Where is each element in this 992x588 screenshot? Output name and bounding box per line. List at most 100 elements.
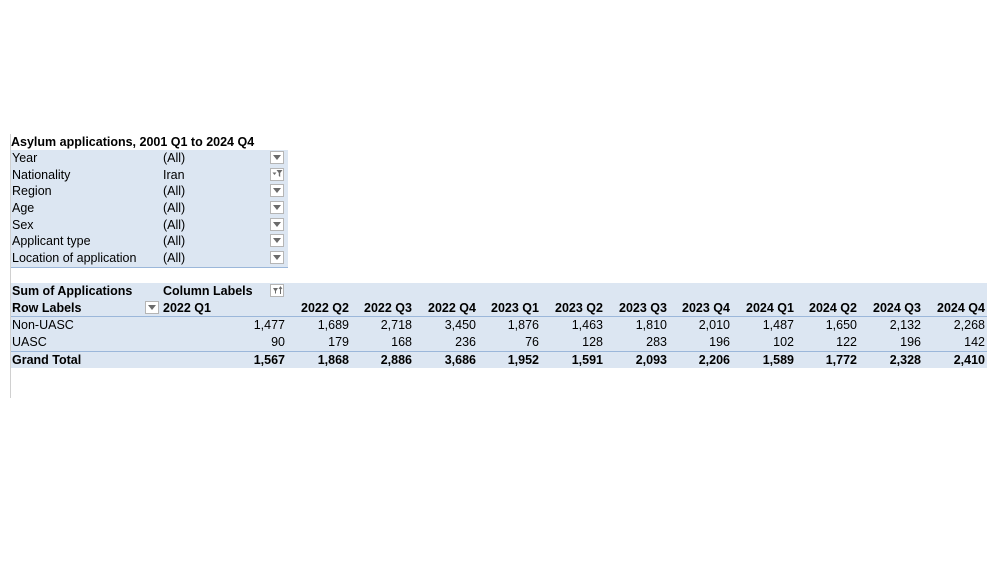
- filter-field-label: Nationality: [12, 167, 71, 182]
- grand-total-row: Grand Total 1,567 1,868 2,886 3,686 1,952 1,59…: [11, 350, 987, 369]
- value-cell: 1,952: [507, 352, 539, 367]
- value-cell: 2,093: [635, 352, 667, 367]
- value-cell: 2,010: [698, 318, 730, 333]
- value-cell: 196: [900, 335, 921, 350]
- filter-dropdown-button[interactable]: [270, 251, 284, 265]
- filter-row: Sex (All): [11, 216, 288, 234]
- filter-dropdown-button[interactable]: [270, 184, 284, 198]
- filter-field-value: (All): [163, 201, 186, 216]
- value-cell: 2,886: [380, 352, 412, 367]
- value-cell: 76: [525, 335, 539, 350]
- column-header: 2024 Q3: [873, 300, 921, 315]
- value-cell: 3,450: [444, 318, 476, 333]
- value-cell: 1,876: [507, 318, 539, 333]
- column-header: 2023 Q3: [619, 300, 667, 315]
- sort-filter-icon: [272, 285, 282, 294]
- value-cell: 1,567: [253, 352, 285, 367]
- value-cell: 1,589: [762, 352, 794, 367]
- filter-field-label: Region: [12, 184, 52, 199]
- value-cell: 283: [646, 335, 667, 350]
- column-header: 2022 Q3: [364, 300, 412, 315]
- value-cell: 128: [582, 335, 603, 350]
- column-header: 2023 Q2: [555, 300, 603, 315]
- column-header: 2022 Q4: [428, 300, 476, 315]
- value-cell: 1,772: [825, 352, 857, 367]
- column-header: 2024 Q2: [809, 300, 857, 315]
- filter-row: Nationality Iran: [11, 166, 288, 184]
- value-cell: 236: [455, 335, 476, 350]
- column-header: 2022 Q2: [301, 300, 349, 315]
- value-cell: 90: [271, 335, 285, 350]
- filter-field-label: Location of application: [12, 251, 137, 266]
- filter-field-label: Age: [12, 201, 35, 216]
- value-cell: 196: [709, 335, 730, 350]
- row-label: UASC: [12, 335, 47, 350]
- sheet-gridline: [10, 134, 11, 398]
- value-cell: 1,689: [317, 318, 349, 333]
- filter-row: Applicant type (All): [11, 233, 288, 251]
- value-cell: 1,810: [635, 318, 667, 333]
- filter-row: Year (All): [11, 150, 288, 167]
- table-row: Non-UASC 1,477 1,689 2,718 3,450 1,876 1,463 1,…: [11, 317, 987, 335]
- filter-field-value: (All): [163, 251, 186, 266]
- pivot-table: Sum of Applications Column Labels Row La…: [11, 283, 987, 369]
- value-cell: 1,477: [253, 318, 285, 333]
- pivot-header-row-2: Row Labels 2022 Q1 2022 Q2 2022 Q3 2022 Q4 2…: [11, 299, 987, 318]
- chevron-down-icon: [273, 205, 281, 211]
- value-cell: 168: [391, 335, 412, 350]
- filter-dropdown-button[interactable]: [270, 217, 284, 231]
- value-cell: 1,868: [317, 352, 349, 367]
- value-cell: 102: [773, 335, 794, 350]
- filter-dropdown-button[interactable]: [270, 151, 284, 164]
- value-field-label: Sum of Applications: [12, 284, 133, 298]
- report-title: Asylum applications, 2001 Q1 to 2024 Q4: [11, 135, 255, 149]
- value-cell: 3,686: [444, 352, 476, 367]
- column-header: 2023 Q4: [682, 300, 730, 315]
- value-cell: 2,328: [889, 352, 921, 367]
- filter-row: Location of application (All): [11, 250, 288, 268]
- chevron-down-icon: [273, 221, 281, 227]
- filter-row: Region (All): [11, 183, 288, 201]
- pivot-header-row-1: Sum of Applications Column Labels: [11, 283, 987, 300]
- row-labels-dropdown-button[interactable]: [145, 300, 159, 314]
- chevron-down-icon: [273, 238, 281, 244]
- table-row: UASC 90 179 168 236 76 128 283 196 102 122 196 142: [11, 334, 987, 351]
- filter-field-value: (All): [163, 151, 186, 165]
- column-header: 2023 Q1: [491, 300, 539, 315]
- column-header: 2024 Q1: [746, 300, 794, 315]
- filter-field-value: (All): [163, 234, 186, 249]
- chevron-down-icon: [273, 188, 281, 194]
- row-label: Grand Total: [12, 352, 82, 367]
- column-labels-caption: Column Labels: [163, 284, 253, 298]
- chevron-down-icon: [148, 304, 156, 310]
- filter-field-value: (All): [163, 217, 186, 232]
- filter-field-label: Year: [12, 151, 38, 165]
- filter-field-label: Sex: [12, 217, 34, 232]
- filter-dropdown-button[interactable]: [270, 167, 284, 181]
- filter-row: Age (All): [11, 200, 288, 217]
- row-labels-caption: Row Labels: [12, 300, 82, 315]
- column-labels-filter-sort-button[interactable]: [270, 284, 284, 297]
- filter-field-value: (All): [163, 184, 186, 199]
- filter-field-label: Applicant type: [12, 234, 91, 249]
- value-cell: 2,268: [953, 318, 985, 333]
- value-cell: 1,487: [762, 318, 794, 333]
- value-cell: 1,650: [825, 318, 857, 333]
- value-cell: 2,410: [953, 352, 985, 367]
- value-cell: 1,591: [571, 352, 603, 367]
- filter-applied-icon: [272, 170, 282, 178]
- column-header: 2024 Q4: [937, 300, 985, 315]
- value-cell: 142: [964, 335, 985, 350]
- filter-field-value: Iran: [163, 167, 185, 182]
- column-header: 2022 Q1: [163, 300, 211, 315]
- filter-dropdown-button[interactable]: [270, 234, 284, 248]
- report-filter-area: Asylum applications, 2001 Q1 to 2024 Q4 …: [11, 134, 288, 268]
- chevron-down-icon: [273, 155, 281, 160]
- value-cell: 2,132: [889, 318, 921, 333]
- value-cell: 2,206: [698, 352, 730, 367]
- value-cell: 1,463: [571, 318, 603, 333]
- value-cell: 179: [328, 335, 349, 350]
- value-cell: 2,718: [380, 318, 412, 333]
- filter-dropdown-button[interactable]: [270, 201, 284, 215]
- row-label: Non-UASC: [12, 318, 74, 333]
